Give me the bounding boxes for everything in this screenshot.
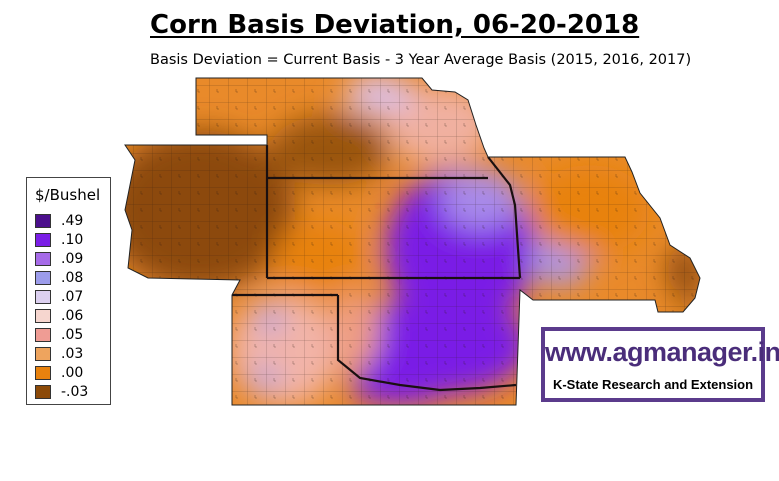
legend-label: -.03 [61,384,89,400]
legend-label: .05 [61,327,84,343]
logo-org-text: K-State Research and Extension [552,377,754,392]
legend-item: .03 [35,346,83,362]
legend-item: -.03 [35,384,88,400]
page-title: Corn Basis Deviation, 06-20-2018 [150,10,640,40]
legend-label: .09 [61,251,84,267]
legend-item: .08 [35,270,83,286]
legend-swatch [35,309,51,323]
legend-swatch [35,233,51,247]
legend-item: .06 [35,308,83,324]
legend-label: .03 [61,346,84,362]
legend-label: .00 [61,365,84,381]
legend-swatch [35,214,51,228]
legend-item: .07 [35,289,83,305]
legend-item: .49 [35,213,83,229]
map-legend: $/Bushel .49 .10 .09 .08 .07 .06 .05 .03 .00 -.03 [26,177,111,405]
agmanager-logo: www.agmanager.info K-State Research and … [541,327,779,402]
page-subtitle: Basis Deviation = Current Basis - 3 Year… [150,52,692,68]
legend-item: .00 [35,365,83,381]
legend-label: .10 [61,232,84,248]
logo-url-text: www.agmanager.info [545,337,779,367]
legend-title: $/Bushel [35,186,101,204]
legend-label: .06 [61,308,84,324]
legend-swatch [35,385,51,399]
region-outline [124,77,701,406]
legend-swatch [35,252,51,266]
kansas-missouri-border [487,156,522,279]
legend-label: .08 [61,270,84,286]
legend-item: .09 [35,251,83,267]
legend-swatch [35,347,51,361]
oklahoma-panhandle-border [336,295,517,392]
legend-swatch [35,290,51,304]
legend-item: .10 [35,232,83,248]
legend-swatch [35,271,51,285]
legend-swatch [35,328,51,342]
legend-label: .07 [61,289,84,305]
legend-item: .05 [35,327,83,343]
state-boundaries [232,145,522,392]
legend-swatch [35,366,51,380]
legend-label: .49 [61,213,84,229]
